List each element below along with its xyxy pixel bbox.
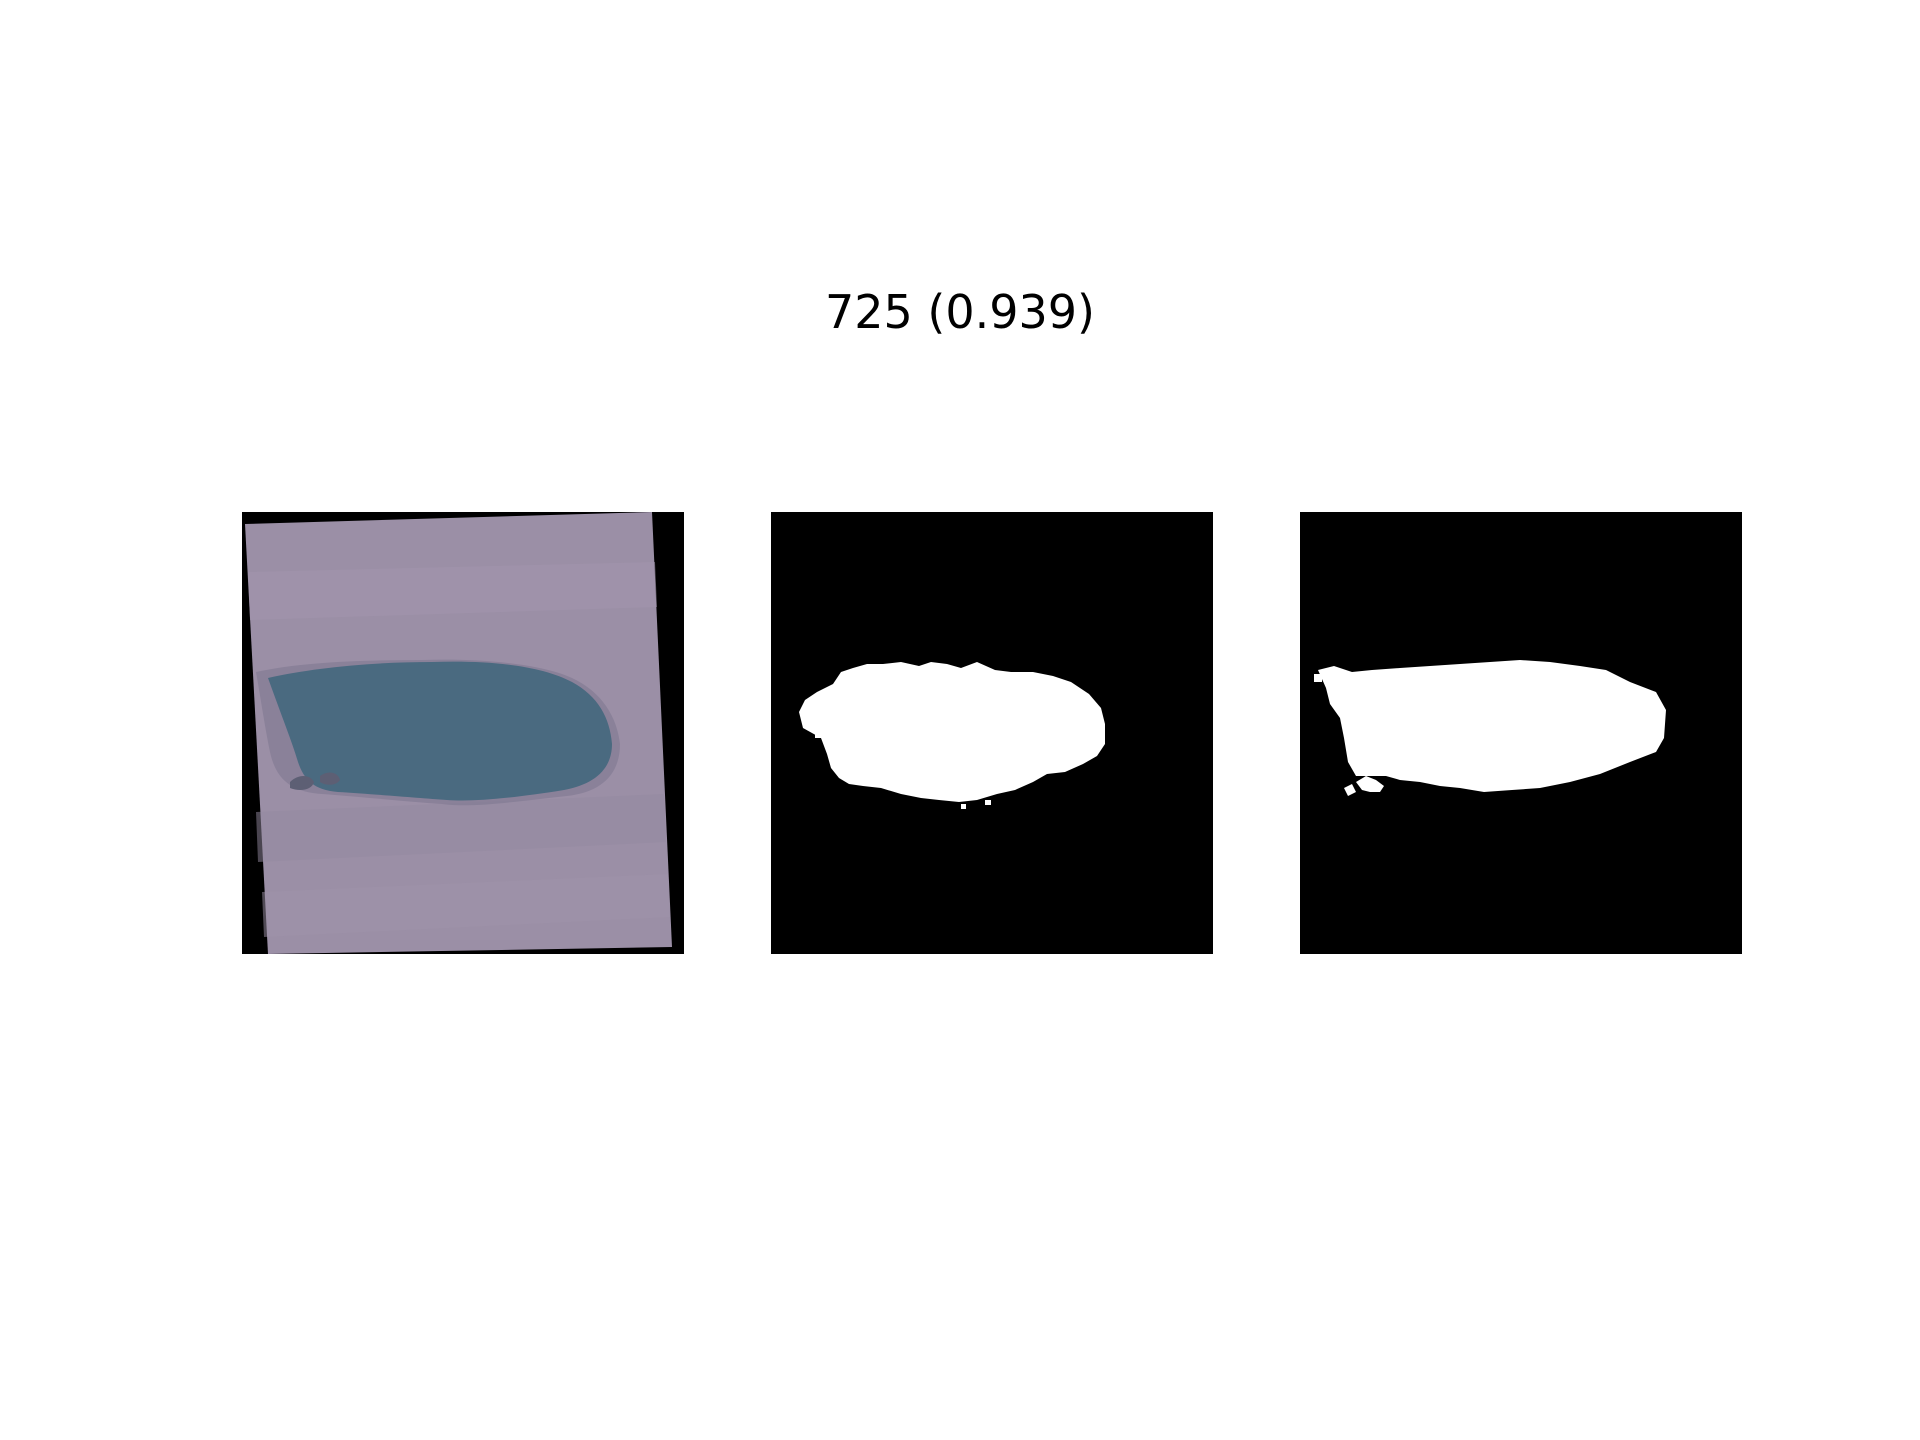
field-band [262,874,670,937]
mask-region [1318,660,1666,792]
satellite-image [242,512,684,954]
water-mask-b [1300,512,1742,954]
figure-title: 725 (0.939) [824,285,1095,339]
mask-speck [815,732,821,738]
mask-fragment [1356,776,1384,792]
mask-fragment [1344,784,1356,796]
field-band [256,794,666,862]
mask-panel-a [771,512,1213,954]
mask-speck [1314,674,1322,682]
mask-speck [961,804,966,809]
field-band [248,562,657,620]
mask-speck [985,800,991,805]
satellite-image-panel [242,512,684,954]
water-mask-a [771,512,1213,954]
shore-mark [290,776,314,790]
shore-mark [320,772,340,785]
mask-region [799,662,1105,802]
lake-water [268,661,612,801]
mask-panel-b [1300,512,1742,954]
